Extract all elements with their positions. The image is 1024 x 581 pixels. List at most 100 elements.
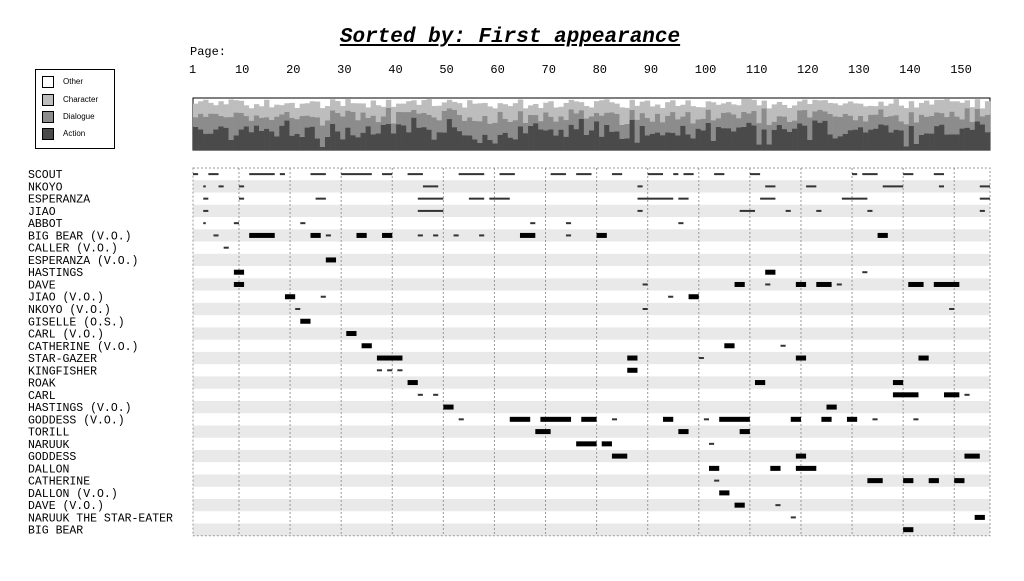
composition-character	[842, 103, 849, 114]
appearance-mark	[417, 234, 423, 237]
character-label: ESPERANZA (V.O.)	[28, 255, 138, 268]
composition-character	[208, 102, 214, 114]
composition-action	[766, 144, 773, 150]
composition-action	[599, 136, 605, 150]
appearance-mark	[974, 514, 985, 520]
composition-character	[436, 105, 443, 121]
composition-action	[441, 132, 448, 150]
composition-dialogue	[456, 114, 463, 132]
appearance-mark	[238, 185, 245, 188]
composition-character	[939, 99, 945, 114]
appearance-mark	[499, 173, 515, 176]
appearance-mark	[846, 416, 858, 422]
composition-dialogue	[533, 115, 539, 124]
composition-dialogue	[340, 116, 346, 140]
composition-action	[553, 135, 559, 150]
composition-action	[426, 129, 432, 150]
appearance-mark	[964, 393, 970, 396]
composition-action	[863, 132, 869, 150]
composition-character	[893, 99, 899, 116]
composition-character	[294, 107, 300, 120]
appearance-mark	[765, 269, 776, 275]
composition-character	[253, 104, 260, 116]
composition-dialogue	[888, 116, 894, 133]
appearance-mark	[535, 429, 551, 435]
composition-dialogue	[705, 109, 712, 123]
composition-dialogue	[563, 120, 569, 137]
composition-dialogue	[243, 116, 250, 127]
appearance-mark	[703, 418, 710, 421]
character-label: ABBOT	[28, 218, 63, 231]
composition-action	[370, 134, 377, 150]
row-stripe	[193, 376, 990, 389]
appearance-mark	[688, 294, 699, 300]
composition-character	[370, 100, 377, 116]
composition-action	[304, 127, 311, 150]
composition-dialogue	[776, 116, 783, 125]
appearance-mark	[790, 416, 801, 422]
composition-dialogue	[573, 113, 580, 130]
composition-action	[624, 138, 630, 150]
legend-swatch-dialogue	[42, 111, 54, 123]
character-label: NKOYO (V.O.)	[28, 304, 111, 317]
composition-character	[477, 103, 483, 122]
appearance-mark	[647, 173, 664, 176]
appearance-mark	[775, 504, 781, 507]
appearance-mark	[867, 478, 883, 484]
composition-action	[350, 135, 356, 150]
composition-dialogue	[634, 119, 641, 143]
composition-action	[390, 133, 397, 150]
composition-character	[771, 104, 778, 122]
character-label: NARUUK	[28, 439, 70, 452]
composition-action	[538, 129, 544, 150]
appearance-mark	[203, 197, 209, 200]
composition-character	[289, 102, 295, 118]
composition-character	[583, 105, 590, 119]
composition-character	[929, 104, 935, 116]
appearance-mark	[422, 185, 439, 188]
composition-dialogue	[974, 108, 981, 122]
composition-action	[583, 134, 590, 150]
composition-dialogue	[472, 120, 478, 140]
composition-dialogue	[756, 123, 762, 145]
composition-character	[863, 106, 869, 122]
composition-action	[528, 125, 534, 150]
x-tick-label: 110	[746, 63, 768, 77]
composition-action	[279, 125, 285, 150]
x-tick-label: 1	[189, 63, 196, 77]
composition-character	[852, 103, 859, 121]
composition-character	[822, 100, 828, 112]
composition-character	[264, 99, 270, 118]
appearance-mark	[310, 232, 321, 238]
composition-character	[868, 105, 874, 115]
composition-dialogue	[309, 116, 316, 127]
composition-character	[451, 101, 458, 110]
composition-dialogue	[847, 115, 854, 131]
composition-dialogue	[660, 122, 666, 136]
composition-action	[868, 129, 874, 150]
composition-character	[736, 105, 742, 119]
composition-dialogue	[665, 115, 671, 133]
composition-character	[751, 99, 757, 111]
composition-action	[472, 139, 478, 150]
composition-character	[949, 101, 955, 112]
composition-action	[731, 131, 737, 150]
x-tick-label: 60	[490, 63, 504, 77]
composition-action	[852, 129, 859, 150]
composition-character	[385, 99, 392, 108]
composition-action	[507, 137, 514, 150]
composition-character	[695, 107, 701, 120]
character-label: DALLON (V.O.)	[28, 488, 118, 501]
composition-character	[548, 101, 554, 117]
composition-dialogue	[609, 112, 615, 132]
appearance-mark	[233, 281, 245, 287]
composition-character	[421, 100, 427, 113]
composition-dialogue	[817, 109, 823, 123]
composition-character	[563, 102, 569, 121]
composition-dialogue	[401, 112, 407, 126]
appearance-mark	[627, 367, 638, 373]
composition-action	[340, 139, 346, 150]
composition-dialogue	[771, 121, 778, 130]
composition-dialogue	[858, 115, 864, 128]
character-label: DAVE	[28, 279, 56, 292]
